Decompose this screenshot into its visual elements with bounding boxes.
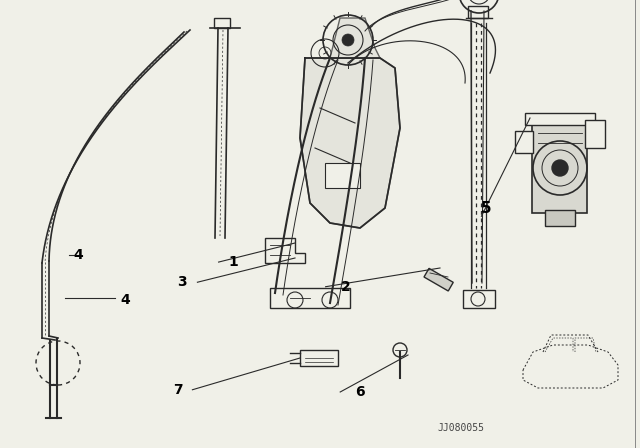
Circle shape [342,34,354,46]
Polygon shape [330,18,380,58]
Text: 7: 7 [173,383,182,397]
Polygon shape [265,238,305,263]
Text: 4: 4 [74,248,83,263]
Text: 2: 2 [340,280,351,294]
Bar [270,288,350,308]
Circle shape [552,160,568,176]
Bar [515,131,533,153]
Polygon shape [300,58,400,228]
Text: 1: 1 [228,255,239,269]
Bar [585,120,605,148]
Bar [325,163,360,188]
Text: 6: 6 [355,385,365,399]
Text: 3: 3 [177,275,188,289]
Text: 4: 4 [120,293,130,307]
Bar [545,210,575,226]
Bar [525,113,595,125]
Bar [468,6,488,18]
Bar [424,268,453,291]
Bar [532,123,587,213]
Text: JJ080055: JJ080055 [437,423,484,433]
Bar [214,18,230,28]
Bar [463,290,495,308]
Text: 5: 5 [481,201,492,216]
Bar [300,350,338,366]
